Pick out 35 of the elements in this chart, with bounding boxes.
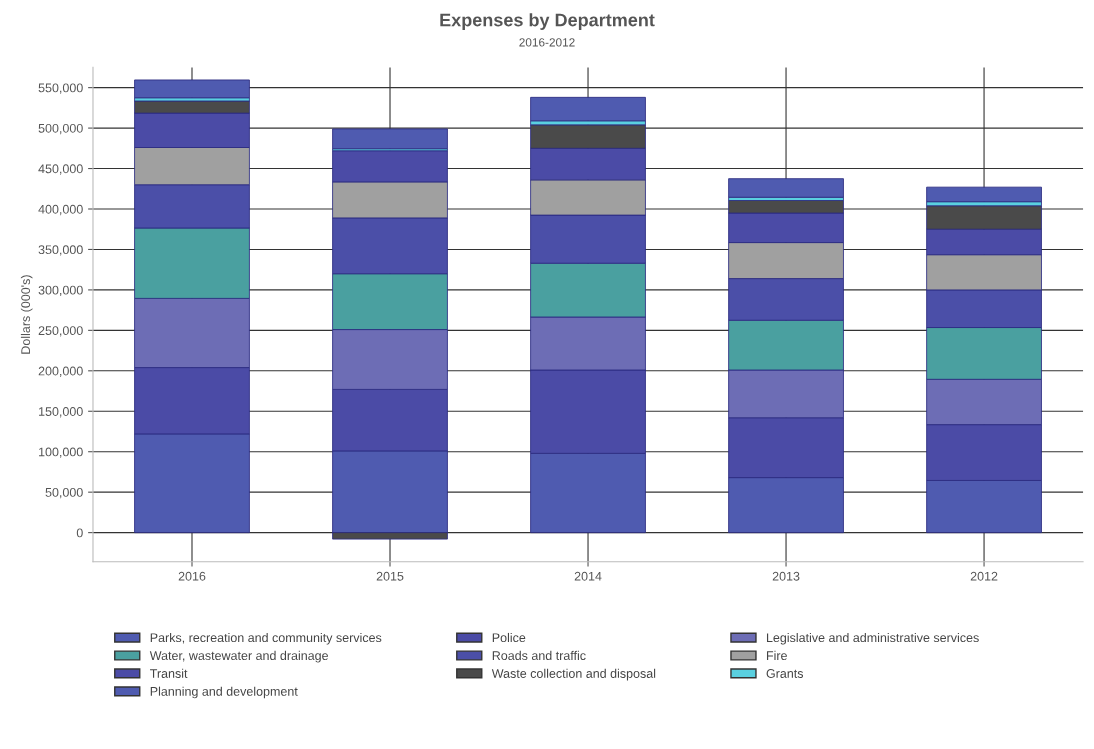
x-tick-label: 2012	[970, 571, 998, 581]
legend-label: Waste collection and disposal	[491, 668, 656, 681]
bar	[134, 79, 250, 99]
y-tick-label: 300,000	[38, 285, 83, 297]
y-tick-label: 400,000	[38, 204, 83, 216]
y-tick-label: 500,000	[38, 123, 83, 135]
y-axis-title: Dollars (000's)	[20, 275, 33, 354]
legend-label: Roads and traffic	[492, 650, 586, 660]
chart-title: Expenses by Department	[440, 13, 655, 30]
legend-label: Parks, recreation and community services	[150, 632, 382, 645]
bar	[926, 186, 1042, 203]
legend-label: Planning and development	[150, 686, 298, 699]
y-tick-label: 200,000	[38, 366, 83, 377]
legend-label: Legislative and administrative services	[766, 632, 979, 645]
y-tick-label: 550,000	[38, 83, 83, 94]
y-tick-label: 250,000	[38, 326, 83, 337]
bar	[530, 96, 646, 122]
y-tick-label: 150,000	[39, 407, 83, 418]
legend-label: Water, wastewater and drainage	[149, 650, 328, 663]
bar	[332, 128, 448, 150]
x-tick-label: 2013	[772, 571, 800, 581]
x-tick-label: 2014	[574, 571, 602, 581]
legend-label: Police	[492, 632, 526, 643]
y-tick-label: 100,000	[39, 447, 83, 458]
legend-label: Transit	[150, 668, 188, 678]
legend-label: Fire	[766, 650, 787, 660]
y-tick-label: 50,000	[45, 487, 83, 499]
legend-label: Grants	[766, 669, 804, 678]
bar	[728, 178, 844, 198]
y-tick-label: 450,000	[38, 164, 83, 175]
chart-subtitle: 2016-2012	[519, 38, 575, 47]
x-tick-label: 2015	[376, 571, 404, 581]
y-tick-label: 350,000	[38, 245, 83, 256]
y-tick-label: 0	[76, 528, 83, 538]
x-tick-label: 2016	[178, 571, 206, 581]
